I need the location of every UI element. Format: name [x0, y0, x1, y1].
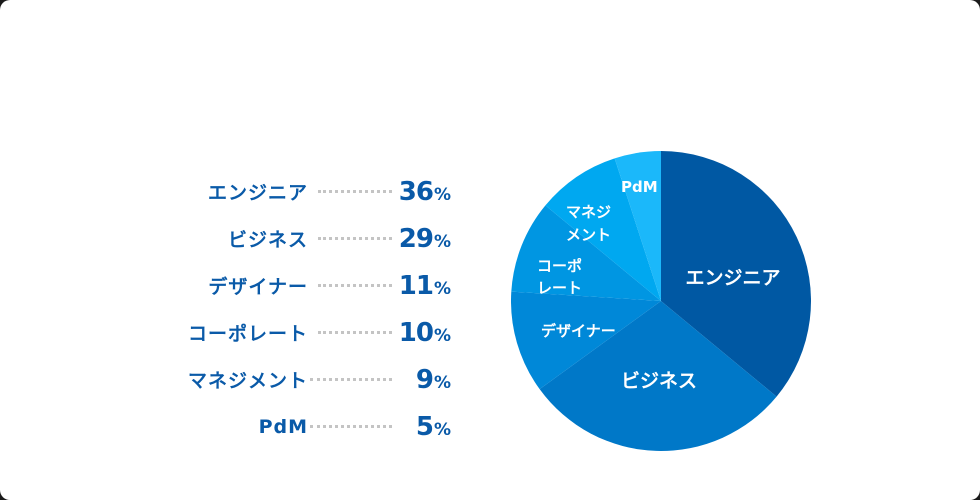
pie-slice-pdm: [614, 151, 661, 301]
pie-slice-management: [545, 158, 661, 301]
dotted-leader: [318, 284, 392, 287]
legend-value: 10%: [398, 317, 451, 348]
pie-slice-business: [539, 301, 777, 451]
legend-row-engineer: エンジニア 36%: [150, 168, 451, 215]
legend-row-corporate: コーポレート 10%: [150, 309, 451, 356]
pie-chart: エンジニア ビジネス デザイナー コーポ レート マネジ メント PdM: [511, 151, 811, 451]
slice-label-pdm: PdM: [621, 178, 658, 196]
legend-label: デザイナー: [208, 276, 308, 298]
legend-row-business: ビジネス 29%: [150, 215, 451, 262]
legend-row-pdm: PdM 5%: [150, 403, 451, 450]
legend-value: 9%: [415, 364, 451, 395]
slice-label-engineer: エンジニア: [685, 267, 780, 289]
pie-slice-corporate: [511, 205, 661, 301]
legend-label: PdM: [258, 415, 308, 438]
legend-label: エンジニア: [207, 182, 308, 204]
legend-value: 5%: [415, 411, 451, 442]
legend-value: 11%: [398, 270, 451, 301]
slice-label-corporate-2: レート: [537, 279, 582, 297]
legend-value: 29%: [398, 223, 451, 254]
legend-row-designer: デザイナー 11%: [150, 262, 451, 309]
dotted-leader: [310, 425, 392, 428]
slice-label-corporate: コーポ: [537, 257, 582, 275]
slice-label-business: ビジネス: [621, 370, 697, 392]
dotted-leader: [318, 237, 392, 240]
slice-label-management: マネジ: [566, 203, 611, 221]
dotted-leader: [318, 190, 392, 193]
legend-row-management: マネジメント 9%: [150, 356, 451, 403]
dotted-leader: [318, 331, 392, 334]
dotted-leader: [310, 378, 392, 381]
legend-label: マネジメント: [187, 370, 308, 392]
legend: エンジニア 36% ビジネス 29% デザイナー 11% コーポレート 10% …: [150, 168, 451, 450]
legend-value: 36%: [398, 176, 451, 207]
pie-slice-engineer: [661, 151, 811, 397]
pie-slice-designer: [511, 291, 661, 390]
legend-label: ビジネス: [227, 229, 308, 251]
slice-label-management-2: メント: [566, 226, 611, 244]
slice-label-designer: デザイナー: [541, 322, 616, 340]
legend-label: コーポレート: [187, 323, 308, 345]
